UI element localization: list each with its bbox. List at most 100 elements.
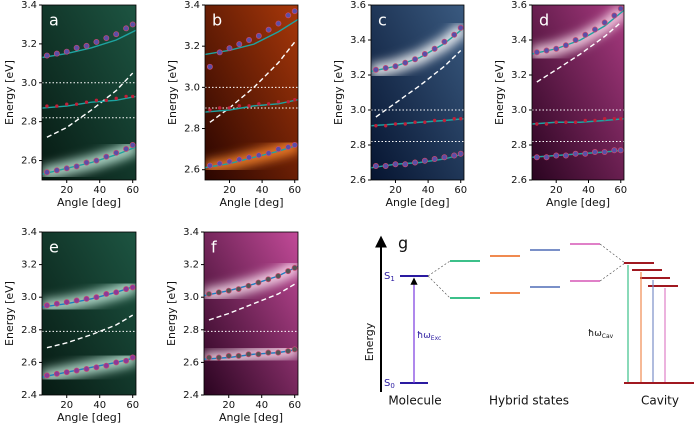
x-tick-label: 60 (454, 185, 467, 196)
plot-area (205, 8, 298, 175)
data-point (582, 31, 589, 38)
y-tick-label: 3.2 (350, 70, 366, 81)
data-point (291, 346, 298, 353)
data-point (235, 286, 242, 292)
data-point (129, 21, 136, 28)
data-point (372, 66, 379, 73)
data-point (591, 26, 598, 33)
data-point (103, 35, 110, 42)
connector (427, 260, 451, 277)
data-point (63, 299, 70, 306)
data-point (535, 122, 539, 126)
line-line (42, 95, 136, 109)
data-point (442, 118, 447, 123)
data-point (573, 120, 578, 124)
x-tick-label: 40 (255, 400, 268, 411)
data-point (275, 20, 282, 27)
data-point (372, 163, 379, 169)
dashed-line (209, 41, 296, 123)
data-point (291, 264, 298, 271)
data-point (291, 142, 298, 148)
plot-background (204, 232, 298, 395)
cav-sub: Cav (602, 333, 614, 340)
y-tick-label: 3.2 (183, 260, 199, 271)
data-point (94, 98, 99, 102)
x-tick-label: 40 (256, 185, 269, 196)
data-point (83, 42, 90, 49)
panel: c 2.6 2.8 3.0 3.2 3.4 3.6 20 40 60 Angle [deg] Ener… (332, 0, 467, 209)
hybrid-levels (450, 243, 600, 299)
plot-frame (204, 4, 299, 181)
x-tick-label: 60 (288, 185, 301, 196)
data-point (611, 147, 618, 154)
data-point (131, 94, 135, 99)
x-axis-label: Angle [deg] (57, 411, 121, 424)
x-tick-label: 40 (582, 185, 595, 196)
data-point (245, 351, 252, 358)
data-point (113, 289, 120, 296)
data-point (74, 102, 79, 106)
s1-text: S (384, 271, 390, 282)
connector (599, 243, 626, 264)
data-point (73, 44, 80, 51)
y-tick-label: 3.0 (350, 105, 366, 116)
data-point (457, 24, 464, 31)
x-tick-label: 20 (223, 185, 236, 196)
y-tick-label: 3.0 (21, 78, 37, 89)
data-point (217, 106, 222, 110)
data-point (93, 38, 100, 45)
data-point (216, 49, 223, 56)
panel: b 2.6 2.8 3.0 3.2 3.4 20 40 60 Angle [deg] Energy … (166, 0, 301, 209)
data-point (543, 47, 550, 54)
x-tick-label: 20 (60, 185, 73, 196)
y-tick-label: 2.4 (21, 390, 37, 401)
data-point (104, 98, 109, 102)
exc-label: ħωExc (417, 331, 441, 342)
data-point (275, 146, 282, 153)
panel-label: f (211, 238, 217, 257)
data-point (431, 45, 438, 52)
cavity-label: Cavity (641, 394, 679, 408)
cav-text: ħω (588, 329, 602, 339)
data-point (451, 152, 458, 159)
data-point (103, 153, 110, 160)
data-point (617, 147, 624, 154)
s0-text: S (384, 378, 390, 389)
data-point (265, 26, 272, 33)
data-point (591, 149, 598, 155)
y-tick-label: 2.8 (184, 124, 200, 135)
y-tick-label: 2.8 (511, 140, 527, 151)
data-point (43, 372, 50, 379)
data-point (265, 349, 272, 356)
data-point (403, 122, 407, 126)
data-point (412, 56, 419, 63)
data-point (553, 152, 560, 159)
data-point (383, 124, 388, 128)
data-point (533, 49, 540, 56)
data-point (441, 38, 448, 45)
data-point (255, 351, 262, 358)
panel: a 2.6 2.8 3.0 3.2 3.4 20 40 60 Angle [deg] Energy … (3, 0, 139, 209)
x-axis-label: Angle [deg] (546, 196, 610, 209)
data-point (285, 144, 292, 151)
data-point (255, 279, 262, 286)
data-point (53, 167, 60, 174)
y-axis-label: Energy [eV] (3, 60, 16, 125)
data-point (129, 284, 136, 291)
plot-frame (41, 4, 137, 181)
s0-label: S0 (384, 378, 395, 390)
cavity-arrows (627, 265, 666, 382)
data-point (227, 106, 232, 110)
data-point (236, 41, 243, 48)
y-tick-label: 2.8 (21, 117, 37, 128)
x-tick-label: 20 (389, 185, 402, 196)
x-axis-label: Angle [deg] (219, 196, 283, 209)
data-point (247, 104, 251, 108)
data-point (216, 160, 223, 167)
data-point (83, 365, 90, 372)
y-tick-label: 3.6 (350, 0, 366, 11)
data-point (45, 104, 49, 108)
dashed-line (375, 49, 462, 118)
data-point (265, 150, 272, 157)
data-point (593, 118, 597, 123)
